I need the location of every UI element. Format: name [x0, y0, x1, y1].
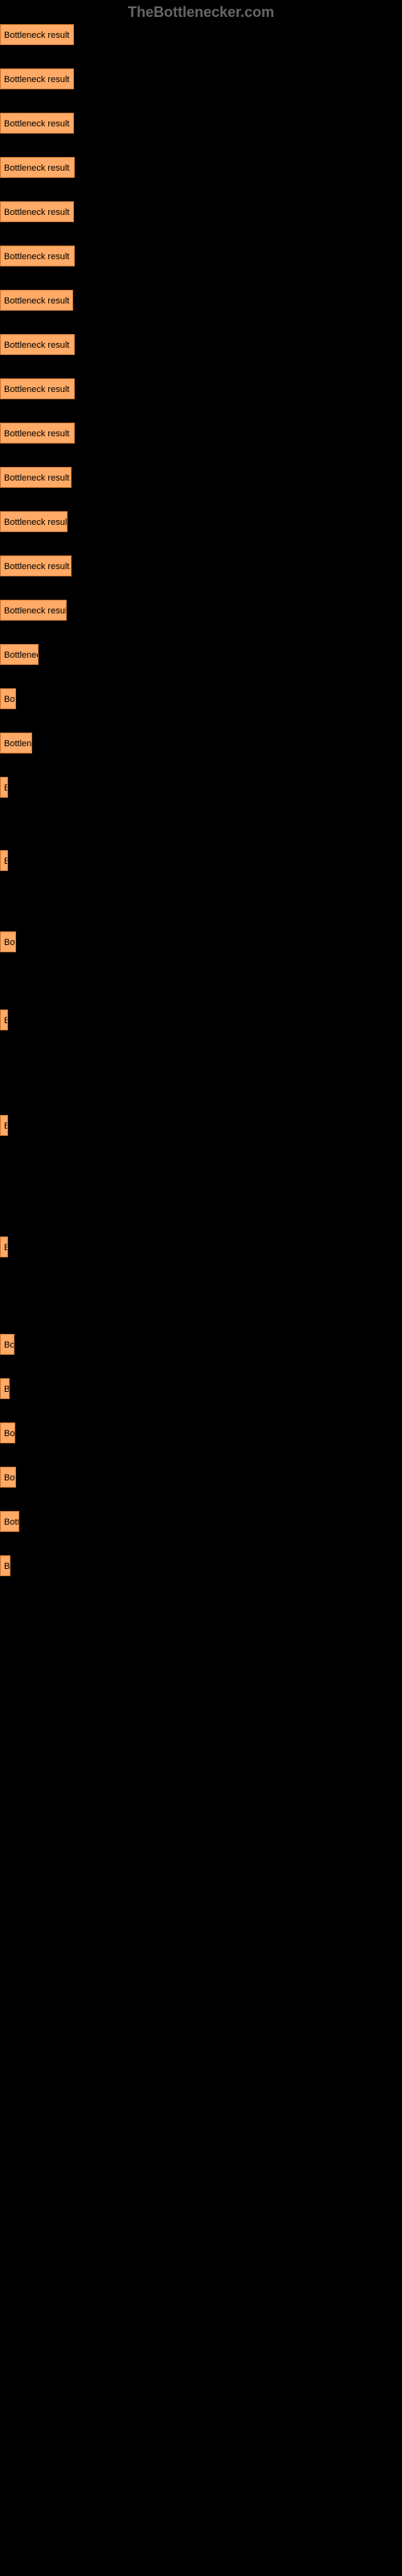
bar-row: Bottleneck result	[0, 931, 402, 956]
bar: Bottleneck result	[0, 600, 67, 621]
bar-row: Bottleneck result	[0, 113, 402, 138]
bar-row: Bottleneck result	[0, 68, 402, 93]
watermark-text: TheBottlenecker.com	[0, 4, 402, 21]
bar: Bottleneck result	[0, 1467, 16, 1488]
bar-row: Bottleneck result	[0, 24, 402, 49]
bar-row: Bottleneck result	[0, 423, 402, 448]
bar: Bottleneck result	[0, 1115, 8, 1136]
bar: Bottleneck result	[0, 555, 72, 576]
bar: Bottleneck result	[0, 1555, 10, 1576]
bar-row: Bottleneck result	[0, 511, 402, 536]
bar: Bottleneck result	[0, 423, 75, 444]
bar: Bottleneck result	[0, 201, 74, 222]
bar-row: Bottleneck result	[0, 688, 402, 713]
bar: Bottleneck result	[0, 378, 75, 399]
bar: Bottleneck result	[0, 467, 72, 488]
bar: Bottleneck result	[0, 24, 74, 45]
bar-row: Bottleneck result	[0, 157, 402, 182]
bar-row: Bottleneck result	[0, 201, 402, 226]
bar: Bottleneck result	[0, 1236, 8, 1257]
bar-row: Bottleneck result	[0, 1422, 402, 1447]
bar-row: Bottleneck result	[0, 600, 402, 625]
bar-row: Bottleneck result	[0, 644, 402, 669]
bar-row: Bottleneck result	[0, 850, 402, 875]
bar: Bottleneck result	[0, 931, 16, 952]
bar: Bottleneck result	[0, 644, 39, 665]
bar-row: Bottleneck result	[0, 1555, 402, 1580]
bar-row: Bottleneck result	[0, 1236, 402, 1261]
bar-row: Bottleneck result	[0, 1115, 402, 1140]
bar-row: Bottleneck result	[0, 733, 402, 758]
bar: Bottleneck result	[0, 1334, 14, 1355]
bar-row: Bottleneck result	[0, 1467, 402, 1492]
bar-row: Bottleneck result	[0, 777, 402, 802]
bar: Bottleneck result	[0, 688, 16, 709]
bar: Bottleneck result	[0, 68, 74, 89]
bar-row: Bottleneck result	[0, 1334, 402, 1359]
bar: Bottleneck result	[0, 246, 75, 266]
bar: Bottleneck result	[0, 511, 68, 532]
bar: Bottleneck result	[0, 1378, 10, 1399]
bar-row: Bottleneck result	[0, 290, 402, 315]
bar-row: Bottleneck result	[0, 467, 402, 492]
bar-row: Bottleneck result	[0, 1378, 402, 1403]
bar-row: Bottleneck result	[0, 1511, 402, 1536]
bar-row: Bottleneck result	[0, 378, 402, 403]
bar-row: Bottleneck result	[0, 555, 402, 580]
bar: Bottleneck result	[0, 1009, 8, 1030]
bar: Bottleneck result	[0, 157, 75, 178]
bar: Bottleneck result	[0, 1422, 15, 1443]
bar: Bottleneck result	[0, 850, 8, 871]
bar-row: Bottleneck result	[0, 334, 402, 359]
bar: Bottleneck result	[0, 733, 32, 753]
bar: Bottleneck result	[0, 113, 74, 134]
bar-chart: Bottleneck result Bottleneck result Bottle…	[0, 0, 402, 1580]
bar-row: Bottleneck result	[0, 246, 402, 270]
bar-row: Bottleneck result	[0, 1009, 402, 1034]
bar: Bottleneck result	[0, 334, 75, 355]
bar: Bottleneck result	[0, 1511, 19, 1532]
bar: Bottleneck result	[0, 777, 8, 798]
bar: Bottleneck result	[0, 290, 73, 311]
